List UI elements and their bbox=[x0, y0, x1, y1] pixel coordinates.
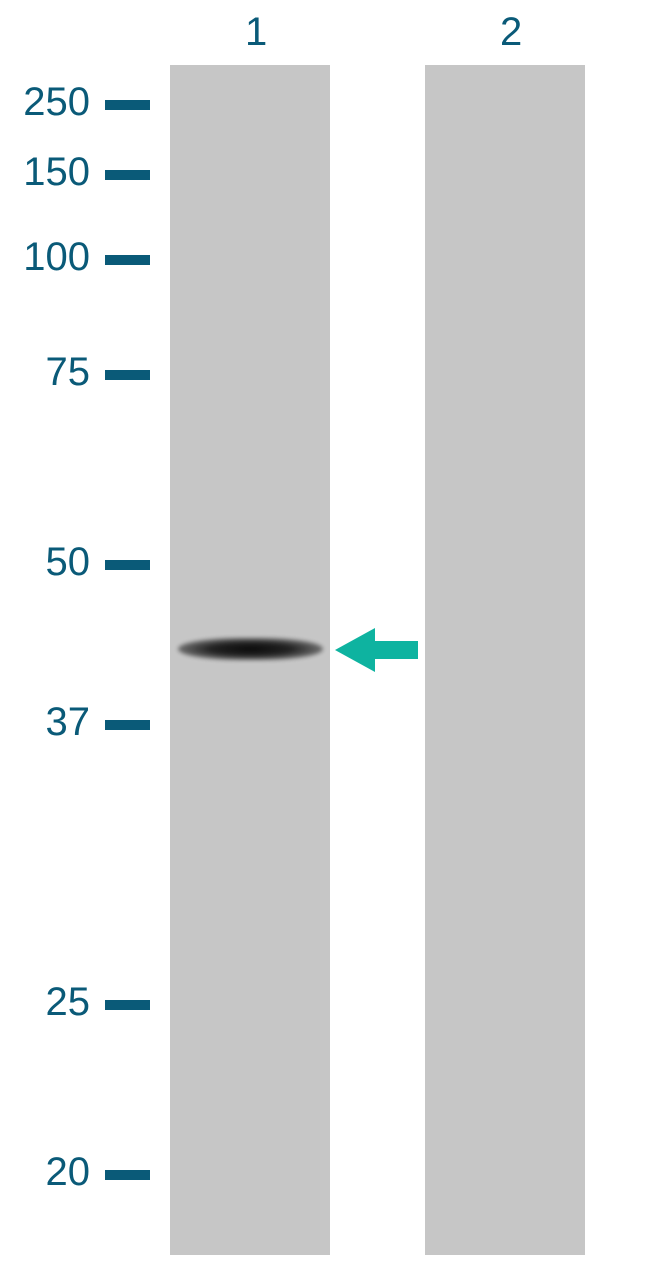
marker-150-label: 150 bbox=[10, 150, 90, 195]
lane-2 bbox=[425, 65, 585, 1255]
marker-20-tick bbox=[105, 1170, 150, 1180]
marker-37-label: 37 bbox=[35, 700, 90, 745]
marker-20-label: 20 bbox=[35, 1150, 90, 1195]
marker-250-tick bbox=[105, 100, 150, 110]
marker-100-tick bbox=[105, 255, 150, 265]
band-indicator-arrow bbox=[335, 628, 420, 672]
marker-50-label: 50 bbox=[35, 540, 90, 585]
arrow-head-icon bbox=[335, 628, 375, 672]
arrow-shaft bbox=[373, 641, 418, 659]
marker-25-tick bbox=[105, 1000, 150, 1010]
marker-25-label: 25 bbox=[35, 980, 90, 1025]
marker-75-tick bbox=[105, 370, 150, 380]
marker-50-tick bbox=[105, 560, 150, 570]
marker-37-tick bbox=[105, 720, 150, 730]
protein-band-lane1 bbox=[178, 638, 323, 660]
marker-100-label: 100 bbox=[10, 235, 90, 280]
western-blot-figure: 1 2 250 150 100 75 50 37 25 20 bbox=[0, 0, 650, 1270]
marker-250-label: 250 bbox=[10, 80, 90, 125]
marker-75-label: 75 bbox=[35, 350, 90, 395]
lane-2-label: 2 bbox=[500, 10, 520, 55]
marker-150-tick bbox=[105, 170, 150, 180]
lane-1-label: 1 bbox=[245, 10, 265, 55]
lane-1 bbox=[170, 65, 330, 1255]
